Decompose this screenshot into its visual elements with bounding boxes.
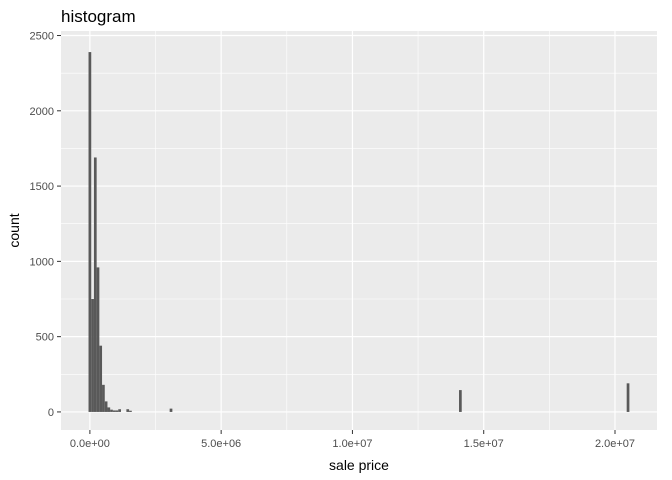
histogram-bars — [88, 52, 630, 412]
y-tick-label: 500 — [36, 332, 54, 344]
plot-panel — [61, 31, 657, 430]
minor-gridlines — [61, 31, 657, 430]
x-axis-title: sale price — [329, 457, 389, 473]
histogram-bar — [115, 410, 119, 412]
histogram-bar — [96, 267, 100, 412]
histogram-bar — [110, 409, 113, 412]
y-tick-label: 1000 — [30, 256, 54, 268]
histogram-bar — [126, 409, 130, 412]
histogram-bar — [129, 410, 132, 412]
histogram-bar — [99, 345, 103, 412]
histogram-bar — [112, 410, 116, 412]
x-tick-label: 1.0e+07 — [332, 438, 372, 450]
y-tick-label: 0 — [48, 407, 54, 419]
histogram-bar — [91, 299, 94, 412]
y-tick-label: 2500 — [30, 31, 54, 43]
y-axis: 0 500 1000 1500 2000 2500 — [30, 31, 61, 419]
major-gridlines — [61, 31, 657, 430]
histogram-bar — [459, 390, 462, 412]
x-axis: 0.0e+00 5.0e+06 1.0e+07 1.5e+07 2.0e+07 — [70, 430, 635, 450]
histogram-bar — [118, 409, 121, 412]
histogram-bar — [169, 408, 173, 412]
y-tick-label: 1500 — [30, 181, 54, 193]
histogram-bar — [93, 157, 97, 412]
histogram-bar — [88, 52, 92, 412]
x-tick-label: 2.0e+07 — [595, 438, 635, 450]
histogram-bar — [626, 383, 630, 412]
histogram-bar — [107, 407, 111, 412]
y-axis-title: count — [6, 213, 22, 247]
y-tick-label: 2000 — [30, 106, 54, 118]
chart-title: histogram — [61, 7, 136, 26]
x-tick-label: 0.0e+00 — [70, 438, 110, 450]
x-tick-label: 1.5e+07 — [464, 438, 504, 450]
x-tick-label: 5.0e+06 — [201, 438, 241, 450]
histogram-bar — [104, 401, 108, 412]
histogram-bar — [102, 384, 105, 412]
